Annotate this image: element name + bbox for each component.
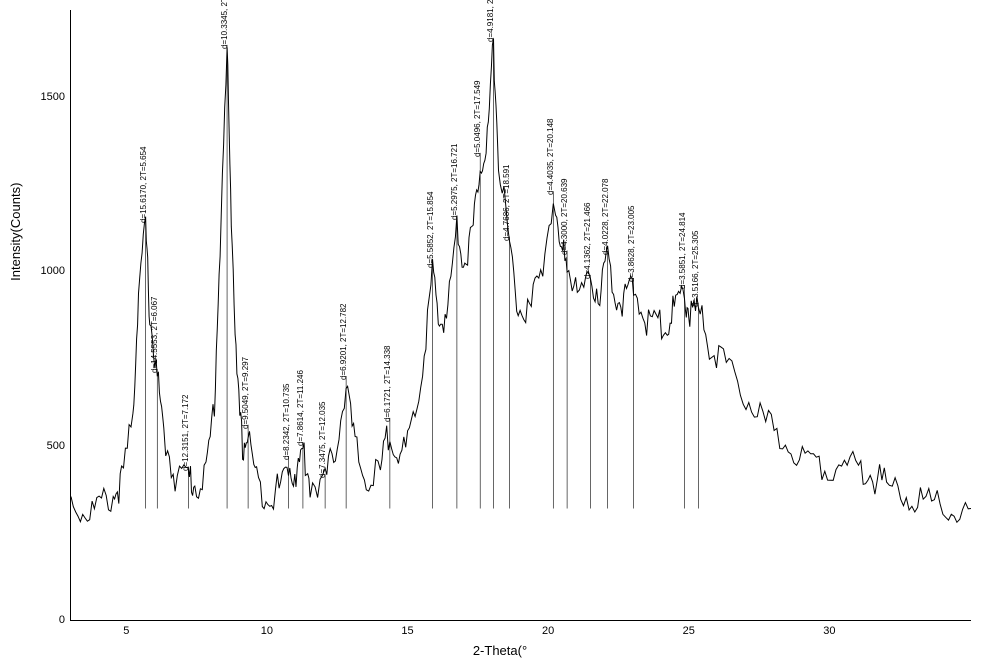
x-tick-label: 25 xyxy=(683,625,695,637)
xrd-chart: Intensity(Counts) 2-Theta(° 0 500 1000 1500… xyxy=(0,0,1000,660)
x-tick-label: 5 xyxy=(123,625,129,637)
peak-label: d=3.5851, 2T=24.814 xyxy=(679,213,687,290)
peak-label: d=4.9181, 2T=18.021 xyxy=(487,0,495,42)
plot-svg xyxy=(71,10,971,620)
peak-label: d=3.8628, 2T=23.005 xyxy=(628,206,636,283)
x-tick-label: 20 xyxy=(542,625,554,637)
peak-label: d=7.8614, 2T=11.246 xyxy=(297,370,305,446)
x-axis-label: 2-Theta(° xyxy=(473,643,527,658)
y-tick-label: 500 xyxy=(47,440,65,452)
peak-label: d=5.2975, 2T=16.721 xyxy=(451,143,459,220)
plot-area xyxy=(70,10,971,621)
peak-label: d=5.0496, 2T=17.549 xyxy=(474,80,482,157)
y-tick-label: 1000 xyxy=(41,265,65,277)
y-tick-label: 0 xyxy=(59,614,65,626)
peak-label: d=4.3000, 2T=20.639 xyxy=(561,178,569,255)
peak-label: d=4.1362, 2T=21.466 xyxy=(584,202,592,279)
peak-label: d=4.7686, 2T=18.591 xyxy=(503,164,511,241)
peak-label: d=3.5166, 2T=25.305 xyxy=(692,230,700,307)
peak-label: d=12.3151, 2T=7.172 xyxy=(182,394,190,471)
y-axis-label: Intensity(Counts) xyxy=(8,183,23,281)
peak-label: d=15.6170, 2T=5.654 xyxy=(140,147,148,224)
peak-label: d=9.5049, 2T=9.297 xyxy=(242,357,250,429)
peak-label: d=6.1721, 2T=14.338 xyxy=(384,345,392,422)
peak-label: d=8.2342, 2T=10.735 xyxy=(283,384,291,461)
peak-label: d=10.3345, 2T=8.549 xyxy=(221,0,229,49)
x-tick-label: 30 xyxy=(823,625,835,637)
peak-label: d=4.0228, 2T=22.078 xyxy=(602,178,610,255)
peak-label: d=14.5553, 2T=6.067 xyxy=(151,297,159,374)
peak-label: d=5.5852, 2T=15.854 xyxy=(427,192,435,269)
x-tick-label: 10 xyxy=(261,625,273,637)
peak-label: d=6.9201, 2T=12.782 xyxy=(340,303,348,380)
y-tick-label: 1500 xyxy=(41,91,65,103)
x-tick-label: 15 xyxy=(401,625,413,637)
peak-label: d=7.3475, 2T=12.035 xyxy=(319,401,327,478)
xrd-trace xyxy=(71,39,971,523)
peak-label: d=4.4035, 2T=20.148 xyxy=(547,119,555,196)
